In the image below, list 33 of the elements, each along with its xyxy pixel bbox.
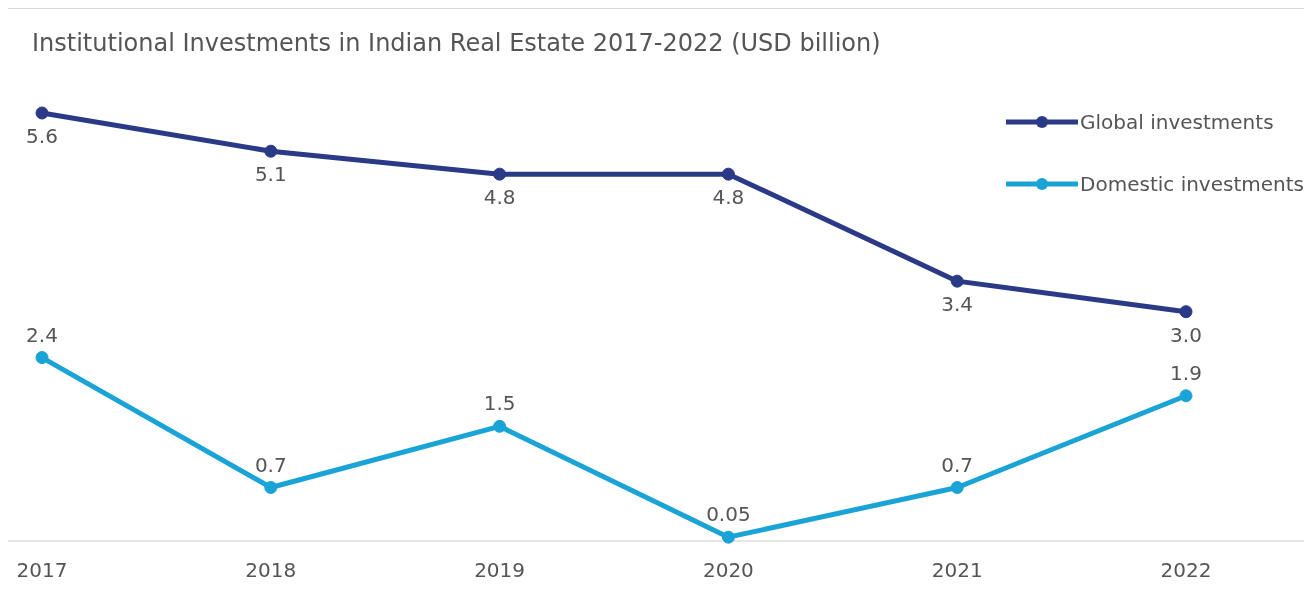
- point: [264, 481, 278, 494]
- data-label: 5.6: [26, 124, 58, 149]
- x-tick-label: 2019: [474, 558, 526, 583]
- point: [493, 419, 507, 433]
- point: [264, 144, 278, 158]
- point: [721, 167, 735, 181]
- data-label: 4.8: [712, 185, 745, 210]
- data-label: 3.4: [941, 292, 974, 317]
- data-label: 0.7: [254, 452, 287, 477]
- point: [1179, 389, 1193, 403]
- point: [493, 167, 507, 181]
- legend-label: Global investments: [1080, 110, 1274, 134]
- point: [1179, 305, 1193, 319]
- point: [721, 530, 735, 544]
- point: [950, 274, 964, 288]
- data-label: 1.9: [1170, 360, 1202, 385]
- data-label: 3.0: [1170, 322, 1202, 347]
- data-label: 5.1: [254, 162, 287, 187]
- legend-label: Domestic investments: [1080, 172, 1304, 196]
- data-label: 4.8: [483, 185, 516, 210]
- point: [35, 351, 49, 365]
- data-label: 2.4: [26, 322, 58, 347]
- point: [950, 481, 964, 494]
- x-tick-label: 2018: [245, 558, 297, 583]
- point: [35, 106, 49, 120]
- data-label: 0.7: [941, 452, 974, 477]
- x-tick-label: 2021: [931, 558, 983, 583]
- data-label: 0.05: [706, 502, 751, 527]
- x-tick-label: 2020: [702, 558, 754, 583]
- x-tick-label: 2017: [16, 558, 68, 583]
- x-tick-label: 2022: [1160, 558, 1212, 583]
- data-label: 1.5: [483, 391, 516, 416]
- chart-title: Institutional Investments in Indian Real Estate 2017-2022 (USD billion): [32, 29, 881, 57]
